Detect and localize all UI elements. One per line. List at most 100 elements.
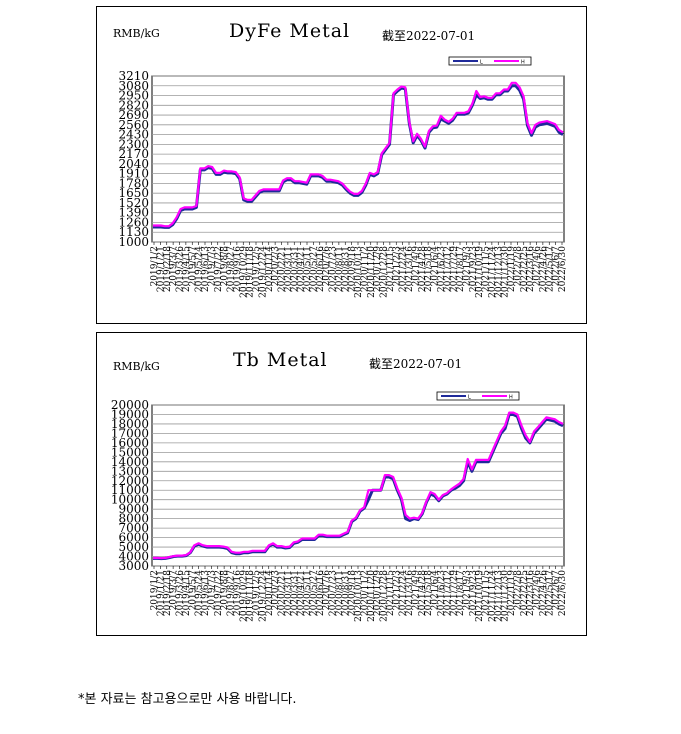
- y-tick-label: 2690: [118, 108, 149, 122]
- x-tick-label: 2020/11/2: [360, 246, 370, 292]
- y-tick-label: 8000: [118, 512, 149, 526]
- y-tick-label: 2300: [118, 137, 149, 151]
- x-tick-label: 2022/2/25: [520, 246, 530, 292]
- x-tick-label: 2019/5/24: [195, 246, 205, 292]
- y-tick-label: 2040: [118, 157, 149, 171]
- x-tick-label: 2020/7/23: [329, 570, 339, 616]
- x-tick-label: 2019/6/13: [201, 246, 211, 292]
- x-tick-label: 2019/12/24: [258, 570, 268, 622]
- x-tick-label: 2022/4/6: [533, 570, 543, 611]
- y-tick-label: 1520: [118, 196, 149, 210]
- x-tick-label: 2021/7/29: [450, 570, 460, 616]
- x-tick-label: 2021/5/18: [424, 570, 434, 616]
- x-tick-label: 2020/7/23: [329, 246, 339, 292]
- x-tick-label: 2019/6/13: [201, 570, 211, 616]
- x-tick-label: 2020/12/9: [373, 570, 383, 616]
- tb-plot: 3000400050006000700080009000100001100012…: [111, 391, 568, 622]
- x-tick-label: 2019/3/7: [169, 570, 179, 611]
- x-tick-label: 2021/12/30: [501, 570, 511, 622]
- chart-asof-date: 截至2022-07-01: [369, 357, 463, 371]
- y-tick-label: 13000: [111, 464, 149, 478]
- series-line-H: [153, 411, 564, 560]
- x-tick-label: 2020/3/31: [290, 246, 300, 292]
- y-tick-label: 1650: [118, 186, 149, 200]
- x-tick-label: 2019/1/21: [156, 570, 166, 616]
- x-tick-label: 2021/7/29: [450, 246, 460, 292]
- y-tick-label: 1000: [118, 235, 149, 249]
- x-tick-label: 2022/3/16: [526, 570, 536, 616]
- x-tick-label: 2020/5/11: [303, 246, 313, 292]
- y-tick-label: 2170: [118, 147, 149, 161]
- series-line-L: [153, 84, 564, 229]
- x-tick-label: 2021/1/15: [386, 570, 396, 616]
- x-tick-label: 2019/1/2: [150, 246, 160, 286]
- y-tick-label: 9000: [118, 502, 149, 516]
- x-tick-label: 2021/2/24: [399, 246, 409, 292]
- x-tick-label: 2021/6/23: [437, 570, 447, 616]
- x-tick-label: 2021/8/17: [456, 246, 466, 292]
- x-tick-label: 2020/1/14: [265, 570, 275, 616]
- x-tick-label: 2019/10/29: [239, 570, 249, 622]
- y-tick-label: 3210: [118, 69, 149, 83]
- y-tick-label: 2560: [118, 118, 149, 132]
- y-tick-label: 10000: [111, 493, 149, 507]
- y-tick-label: 3080: [118, 79, 149, 93]
- x-tick-label: 2020/5/27: [309, 570, 319, 616]
- y-tick-label: 18000: [111, 417, 149, 431]
- x-tick-label: 2019/5/24: [195, 570, 205, 616]
- x-tick-label: 2021/7/12: [443, 570, 453, 616]
- y-tick-label: 11000: [111, 483, 149, 497]
- x-tick-label: 2020/12/28: [380, 246, 390, 298]
- legend-box: [436, 391, 520, 401]
- x-tick-label: 2020/4/21: [297, 570, 307, 616]
- x-tick-label: 2020/10/13: [354, 570, 364, 622]
- legend-label: L: [480, 60, 483, 66]
- legend-label: H: [509, 395, 513, 401]
- tb-chart-panel: RMB/kG Tb Metal 截至2022-07-01 3000 4000 500…: [96, 332, 587, 636]
- x-tick-label: 2020/8/11: [335, 570, 345, 616]
- x-tick-label: 2020/1/14: [265, 246, 275, 292]
- x-tick-label: 2020/3/31: [290, 570, 300, 616]
- x-tick-label: 2020/8/31: [341, 570, 351, 616]
- x-tick-label: 2019/8/27: [227, 246, 237, 292]
- legend-label: H: [521, 60, 525, 66]
- x-tick-label: 2020/3/11: [284, 570, 294, 616]
- x-tick-label: 2022/3/16: [526, 246, 536, 292]
- x-tick-label: 2019/5/7: [188, 570, 198, 611]
- x-tick-label: 2021/8/17: [456, 570, 466, 616]
- x-tick-label: 2019/7/22: [214, 246, 224, 292]
- x-tick-label: 2019/7/3: [207, 570, 217, 611]
- x-tick-label: 2021/12/13: [494, 246, 504, 298]
- y-tick-label: 1260: [118, 215, 149, 229]
- x-tick-label: 2021/4/9: [411, 246, 421, 287]
- x-tick-label: 2020/5/11: [303, 570, 313, 616]
- x-tick-label: 2019/2/18: [163, 570, 173, 616]
- x-tick-label: 2019/12/24: [258, 246, 268, 298]
- x-tick-label: 2022/4/26: [539, 246, 549, 292]
- x-tick-label: 2020/5/27: [309, 246, 319, 292]
- x-tick-label: 2022/6/30: [558, 246, 568, 292]
- y-tick-label: 1390: [118, 206, 149, 220]
- plot-area-frame: [151, 75, 565, 243]
- x-tick-label: 2021/9/23: [469, 246, 479, 292]
- x-tick-label: 2021/12/30: [501, 246, 511, 298]
- x-tick-label: 2021/4/28: [418, 246, 428, 292]
- x-tick-label: 2019/3/7: [169, 246, 179, 287]
- y-tick-label: 4000: [118, 550, 149, 564]
- y-tick-label: 3000: [118, 559, 149, 573]
- legend-label: L: [468, 395, 471, 401]
- y-tick-label: 5000: [118, 540, 149, 554]
- x-tick-label: 2020/11/20: [367, 570, 377, 622]
- x-tick-label: 2022/2/25: [520, 570, 530, 616]
- x-tick-label: 2021/11/24: [488, 246, 498, 298]
- x-tick-label: 2021/3/16: [405, 246, 415, 292]
- y-tick-label: 2820: [118, 98, 149, 112]
- x-tick-label: 2019/9/16: [233, 570, 243, 616]
- chart-asof-date: 截至2022-07-01: [382, 29, 476, 43]
- x-tick-label: 2020/11/2: [360, 570, 370, 616]
- x-tick-label: 2021/9/3: [462, 246, 472, 287]
- x-tick-label: 2022/2/8: [513, 246, 523, 287]
- x-tick-label: 2021/9/23: [469, 570, 479, 616]
- x-tick-label: 2022/4/6: [533, 246, 543, 287]
- x-tick-label: 2020/6/16: [316, 570, 326, 616]
